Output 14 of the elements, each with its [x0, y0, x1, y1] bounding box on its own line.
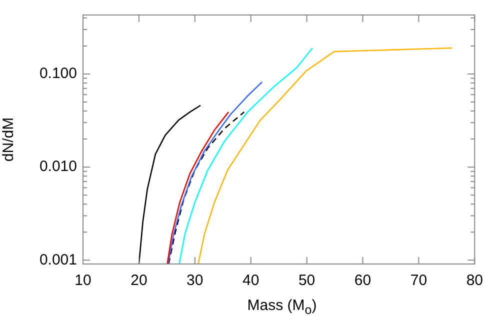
x-axis-title: Mass (M$_{o}$) [246, 297, 318, 317]
x-tick-label: 60 [354, 272, 372, 290]
y-tick-label: 0.100 [39, 65, 77, 82]
x-tick-label: 30 [186, 272, 204, 290]
y-axis-title: dN/dM [0, 117, 18, 162]
y-tick-label: 0.001 [39, 251, 77, 268]
x-tick-label: 80 [466, 272, 483, 290]
y-tick-label: 0.010 [39, 158, 77, 176]
x-tick-label: 50 [298, 272, 316, 290]
x-tick-label: 40 [242, 272, 260, 290]
x-tick-label: 70 [410, 272, 428, 290]
x-tick-label: 20 [130, 272, 148, 290]
line-series [168, 111, 245, 264]
x-tick-label: 10 [74, 272, 92, 290]
